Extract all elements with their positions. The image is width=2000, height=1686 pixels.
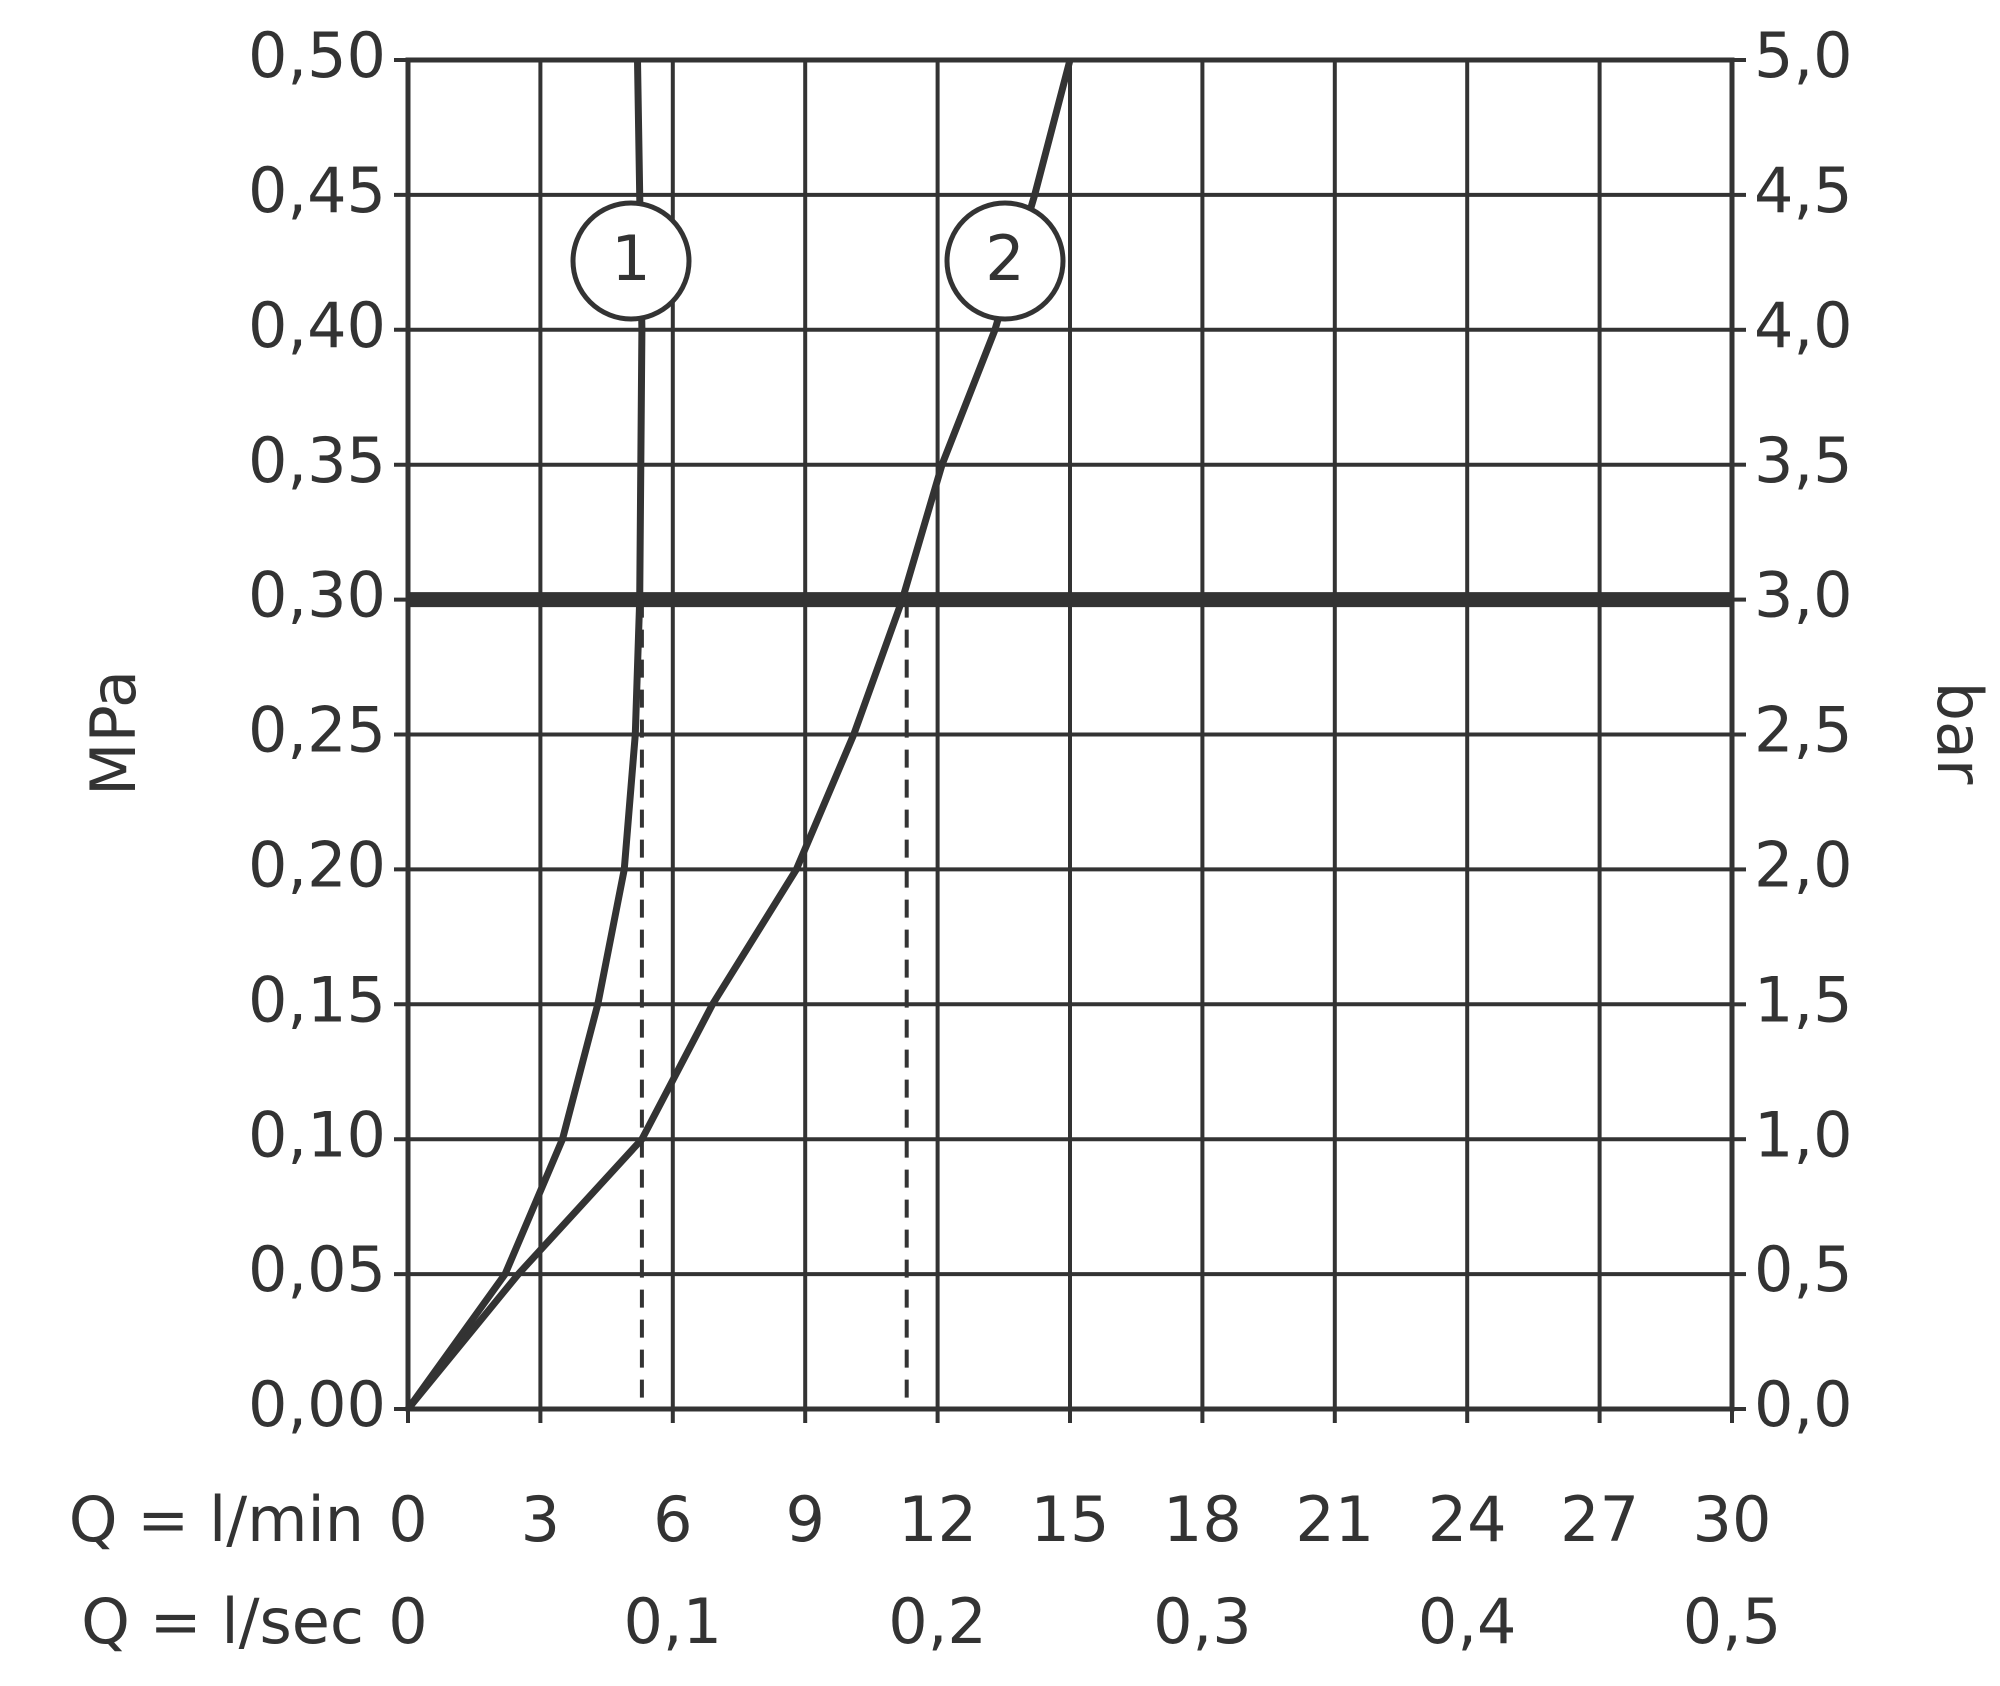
y2-axis-label: bar — [1923, 682, 1996, 785]
x-tick-label: 0 — [388, 1483, 427, 1556]
y-tick-label: 0,50 — [248, 19, 386, 92]
y2-tick-label: 5,0 — [1754, 19, 1853, 92]
y-tick-label: 0,10 — [248, 1098, 386, 1171]
y-tick-label: 0,40 — [248, 289, 386, 362]
y2-tick-label: 0,0 — [1754, 1368, 1853, 1441]
x-axis-label: Q = l/min — [69, 1483, 364, 1556]
y2-tick-label: 1,0 — [1754, 1098, 1853, 1171]
y-tick-label: 0,30 — [248, 559, 386, 632]
y2-tick-label: 2,5 — [1754, 694, 1853, 767]
y-axis-label: MPa — [77, 670, 150, 796]
x2-tick-label: 0,2 — [888, 1585, 987, 1658]
x2-tick-label: 0 — [388, 1585, 427, 1658]
x-tick-label: 12 — [898, 1483, 977, 1556]
curve — [405, 59, 646, 1412]
y-tick-label: 0,15 — [248, 963, 386, 1036]
y2-tick-label: 4,5 — [1754, 154, 1853, 227]
x2-tick-label: 0,4 — [1418, 1585, 1517, 1658]
y2-tick-label: 0,5 — [1754, 1233, 1853, 1306]
x2-tick-label: 0,5 — [1683, 1585, 1782, 1658]
x-tick-label: 27 — [1560, 1483, 1639, 1556]
x2-axis-label: Q = l/sec — [81, 1585, 364, 1658]
y-tick-label: 0,35 — [248, 424, 386, 497]
y-tick-label: 0,05 — [248, 1233, 386, 1306]
y2-tick-label: 3,5 — [1754, 424, 1853, 497]
x2-tick-label: 0,1 — [623, 1585, 722, 1658]
x-tick-label: 3 — [521, 1483, 560, 1556]
x-tick-label: 9 — [785, 1483, 824, 1556]
x-tick-label: 15 — [1031, 1483, 1110, 1556]
y2-tick-label: 2,0 — [1754, 828, 1853, 901]
curve-label-circle — [944, 200, 1066, 322]
x2-tick-label: 0,3 — [1153, 1585, 1252, 1658]
x-tick-label: 30 — [1693, 1483, 1772, 1556]
y-tick-label: 0,25 — [248, 694, 386, 767]
curve-label: 1 — [611, 222, 650, 295]
y2-tick-label: 1,5 — [1754, 963, 1853, 1036]
x-tick-label: 18 — [1163, 1483, 1242, 1556]
x-tick-label: 6 — [653, 1483, 692, 1556]
y2-tick-label: 4,0 — [1754, 289, 1853, 362]
curve-label-circle — [570, 200, 692, 322]
y2-tick-label: 3,0 — [1754, 559, 1853, 632]
x-tick-label: 21 — [1295, 1483, 1374, 1556]
curve-label: 2 — [985, 222, 1024, 295]
x-tick-label: 24 — [1428, 1483, 1507, 1556]
y-tick-label: 0,20 — [248, 828, 386, 901]
y-tick-label: 0,00 — [248, 1368, 386, 1441]
y-tick-label: 0,45 — [248, 154, 386, 227]
